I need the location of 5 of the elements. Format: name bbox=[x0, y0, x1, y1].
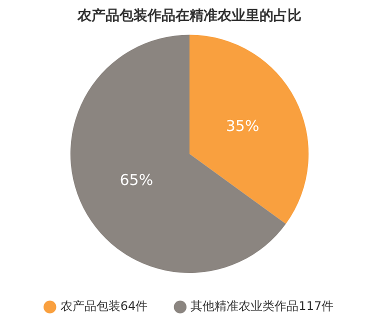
chart-title: 农产品包装作品在精准农业里的占比 bbox=[76, 7, 302, 24]
data-label: 35% bbox=[226, 116, 260, 135]
legend-label: 农产品包装64件 bbox=[60, 299, 148, 314]
legend-label: 其他精准农业类作品117件 bbox=[190, 299, 334, 314]
data-label: 65% bbox=[120, 170, 154, 189]
